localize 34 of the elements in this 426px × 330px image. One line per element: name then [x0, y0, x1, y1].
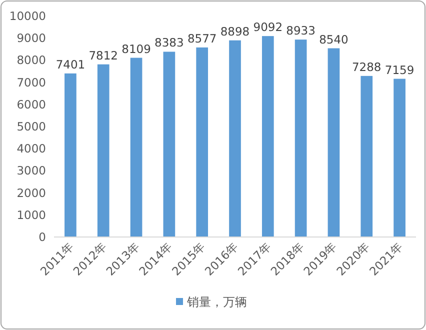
bar [294, 40, 307, 237]
data-label: 8109 [122, 42, 151, 56]
bar [229, 40, 241, 237]
legend-label: 销量，万辆 [186, 295, 247, 309]
data-label: 8933 [286, 24, 316, 38]
data-label: 8540 [319, 32, 348, 46]
bar [360, 76, 373, 237]
bar [64, 73, 76, 237]
data-label: 8577 [187, 31, 217, 46]
y-tick-label: 4000 [16, 142, 46, 156]
bar [394, 78, 406, 237]
y-tick-label: 2000 [16, 186, 46, 200]
y-tick-label: 3000 [16, 164, 46, 178]
y-tick-label: 5000 [16, 120, 46, 134]
data-label: 8383 [154, 36, 184, 50]
y-tick-label: 6000 [16, 97, 46, 112]
bar [262, 36, 274, 237]
bar [163, 52, 176, 237]
data-label: 8898 [220, 24, 250, 38]
data-label: 7288 [352, 60, 382, 74]
y-tick-label: 1000 [16, 208, 46, 222]
data-label: 7812 [88, 48, 118, 62]
y-tick-label: 8000 [16, 53, 46, 68]
y-tick-label: 9000 [16, 31, 46, 46]
bar [97, 64, 110, 237]
y-tick-label: 7000 [16, 75, 46, 90]
bar [196, 47, 208, 237]
y-tick-label: 10000 [9, 9, 46, 23]
data-label: 9092 [253, 20, 283, 34]
y-tick-label: 0 [38, 230, 46, 244]
data-label: 7401 [56, 57, 86, 72]
bar [328, 48, 340, 237]
bar [130, 58, 142, 237]
data-label: 7159 [384, 62, 414, 77]
